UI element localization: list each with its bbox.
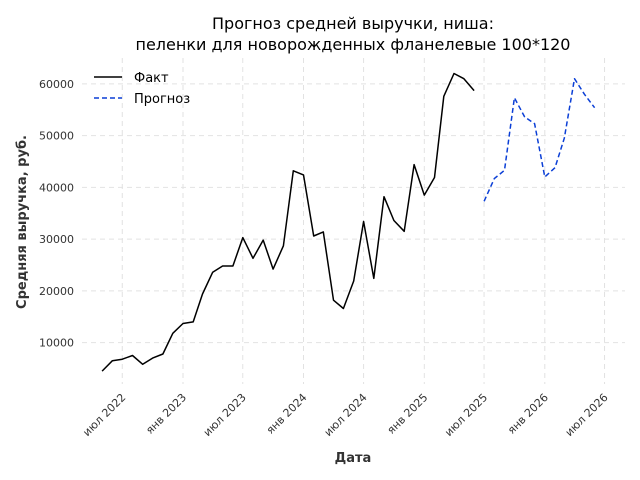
x-tick-label: июл 2024 [322, 391, 370, 439]
grid [82, 58, 625, 384]
x-tick-label: июл 2026 [563, 391, 611, 439]
x-tick-label: янв 2023 [143, 391, 189, 437]
x-tick-label: янв 2025 [385, 391, 431, 437]
chart-subtitle: пеленки для новорожденных фланелевые 100… [136, 35, 571, 54]
series-line-forecast [483, 77, 596, 202]
x-tick-label: янв 2024 [264, 391, 310, 437]
y-tick-label: 50000 [39, 130, 74, 143]
y-axis-ticks: 10000 20000 30000 40000 50000 60000 [39, 78, 74, 350]
series-layer [101, 72, 596, 372]
x-tick-label: июл 2025 [442, 391, 490, 439]
x-axis-ticks: июл 2022 янв 2023 июл 2023 янв 2024 июл 2024… [80, 391, 610, 439]
x-tick-label: янв 2026 [505, 391, 551, 437]
y-tick-label: 20000 [39, 285, 74, 298]
legend-label-fact: Факт [134, 71, 169, 86]
y-tick-label: 60000 [39, 78, 74, 91]
x-tick-label: июл 2023 [201, 391, 249, 439]
x-axis-label: Дата [335, 451, 372, 466]
y-axis-label: Средняя выручка, руб. [15, 135, 30, 309]
chart-title: Прогноз средней выручки, ниша: [212, 14, 494, 33]
y-tick-label: 30000 [39, 233, 74, 246]
y-tick-label: 40000 [39, 181, 74, 194]
x-tick-label: июл 2022 [80, 391, 128, 439]
series-line-fact [101, 72, 475, 372]
y-tick-label: 10000 [39, 337, 74, 350]
legend: Факт Прогноз [94, 71, 190, 107]
legend-label-forecast: Прогноз [134, 92, 190, 107]
